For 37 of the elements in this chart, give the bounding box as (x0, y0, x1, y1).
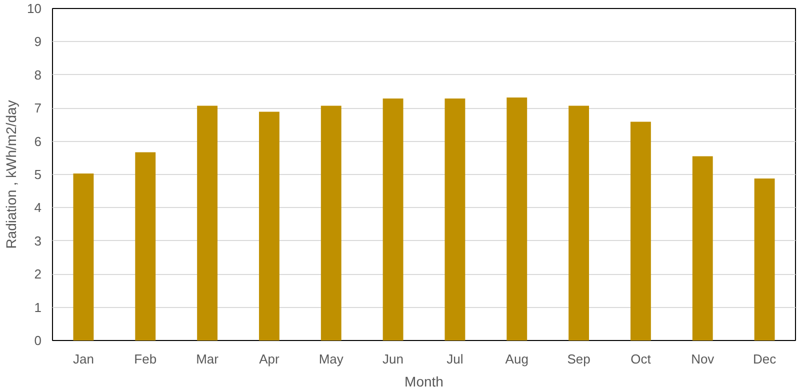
y-tick-label: 0 (34, 333, 42, 348)
y-tick-label: 10 (27, 1, 42, 16)
x-tick-label: Oct (630, 352, 652, 366)
bar (135, 152, 156, 340)
bar (630, 122, 651, 340)
bar (568, 106, 590, 340)
bar (506, 97, 528, 340)
x-tick-label: Jan (72, 352, 94, 366)
y-tick-label: 5 (34, 167, 42, 182)
bar (73, 174, 94, 340)
x-tick-label: Sep (567, 352, 590, 366)
y-tick-label: 4 (34, 200, 42, 216)
bar (754, 178, 775, 340)
x-tick-label: Dec (752, 352, 777, 366)
x-tick-label: Mar (196, 352, 220, 366)
bar (692, 156, 713, 340)
bar (197, 106, 218, 340)
y-tick-label: 9 (34, 34, 42, 50)
y-tick-label: 1 (34, 300, 42, 315)
x-axis-title: Month (404, 374, 444, 390)
bar (320, 106, 342, 340)
x-tick-label: May (318, 352, 344, 366)
x-tick-label: Feb (134, 352, 157, 366)
x-tick-label: Jul (446, 352, 464, 366)
x-tick-label: Nov (691, 352, 715, 366)
y-tick-label: 3 (34, 233, 42, 248)
y-tick-label: 6 (34, 134, 42, 149)
x-tick-label: Aug (505, 352, 528, 366)
bar (258, 112, 280, 340)
x-tick-label: Apr (259, 352, 280, 366)
x-tick-label: Jun (382, 352, 404, 366)
y-tick-label: 2 (34, 266, 42, 282)
y-tick-label: 8 (34, 67, 42, 82)
y-tick-label: 7 (34, 100, 42, 116)
y-axis-title: Radiation , kWh/m2/day (3, 100, 20, 249)
bar (444, 98, 466, 340)
bar (382, 98, 404, 340)
